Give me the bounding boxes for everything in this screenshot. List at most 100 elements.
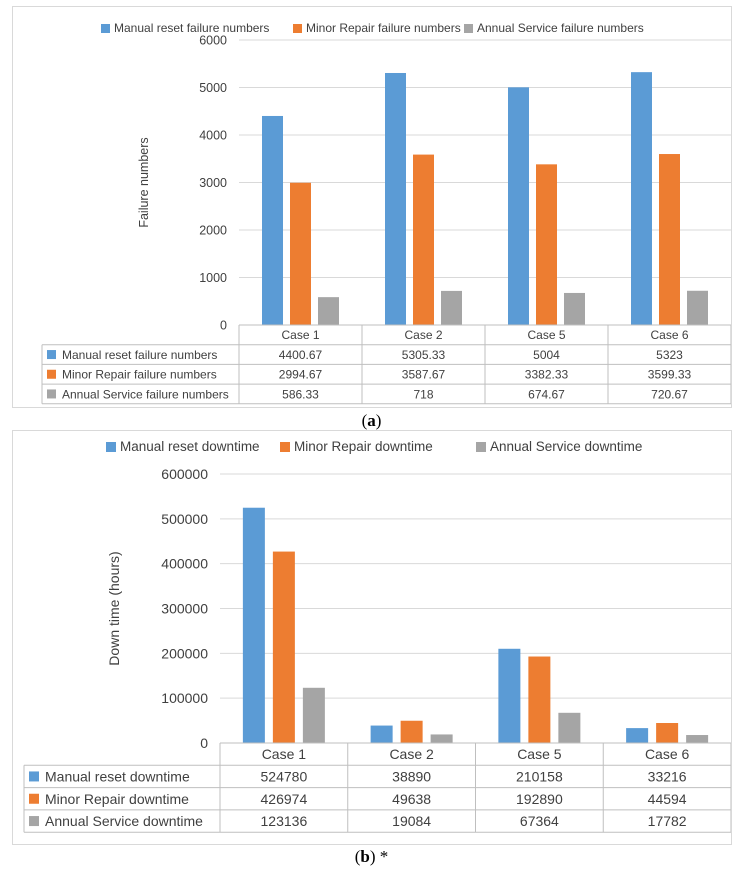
chart-1-bar-1-2 — [528, 656, 551, 743]
chart-0-ytick-5: 5000 — [199, 81, 227, 95]
chart-0-data-label-0-2: 5004 — [533, 348, 560, 362]
chart-0-bar-0-0 — [262, 115, 283, 326]
chart-b-svg: Manual reset downtime Minor Repair downti… — [23, 439, 731, 833]
chart-0-bar-1-1 — [413, 154, 434, 325]
chart-1-bar-0-0 — [242, 507, 265, 743]
chart-0-bar-2-2 — [564, 292, 585, 325]
chart-1-category-label-3: Case 6 — [645, 746, 690, 762]
chart-0-ytick-2: 2000 — [199, 224, 227, 238]
chart-1-legend-label-2: Annual Service downtime — [490, 439, 642, 454]
chart-1-ytick-1: 100000 — [161, 690, 208, 706]
chart-1-legend-swatch-1 — [280, 442, 290, 452]
chart-0-ytick-1: 1000 — [199, 271, 227, 285]
chart-1-ytick-3: 300000 — [161, 601, 208, 617]
chart-0-category-label-3: Case 6 — [650, 328, 688, 342]
chart-1-bar-1-1 — [400, 720, 423, 743]
chart-1-bar-2-3 — [686, 735, 709, 743]
chart-0-category-label-2: Case 5 — [527, 328, 565, 342]
chart-1-bar-2-0 — [302, 687, 325, 743]
chart-0-category-label-0: Case 1 — [281, 328, 319, 342]
chart-0-ytick-4: 4000 — [199, 129, 227, 143]
chart-1-ytick-5: 500000 — [161, 511, 208, 527]
chart-1-table-series-label-2: Annual Service downtime — [45, 813, 203, 829]
chart-1-ylabel: Down time (hours) — [106, 551, 122, 665]
chart-1-data-label-2-3: 17782 — [648, 813, 687, 829]
chart-1-data-label-2-1: 19084 — [392, 813, 431, 829]
chart-1-bar-0-3 — [626, 728, 649, 743]
chart-1-data-label-2-2: 67364 — [520, 813, 559, 829]
chart-1-bar-0-2 — [498, 648, 521, 743]
chart-panel-a: Manual reset failure numbers Minor Repair… — [12, 6, 732, 408]
chart-0-data-label-2-3: 720.67 — [651, 387, 688, 401]
caption-b-close: ) — [369, 847, 376, 866]
chart-0-bar-1-0 — [290, 182, 311, 325]
caption-a-open: ( — [361, 411, 368, 430]
chart-1-ytick-2: 200000 — [161, 645, 208, 661]
chart-1-category-label-1: Case 2 — [389, 746, 434, 762]
chart-1-category-label-0: Case 1 — [262, 746, 307, 762]
chart-1-data-label-0-0: 524780 — [261, 768, 308, 784]
chart-1-bar-1-3 — [656, 723, 679, 743]
chart-0-legend-label-1: Minor Repair failure numbers — [306, 21, 461, 35]
chart-1-data-label-1-0: 426974 — [261, 791, 308, 807]
chart-1-bar-0-1 — [370, 725, 393, 743]
chart-0-bar-2-0 — [318, 297, 339, 325]
chart-0-bar-1-3 — [659, 154, 680, 325]
chart-panel-b: Manual reset downtime Minor Repair downti… — [12, 430, 732, 845]
chart-0-legend-label-2: Annual Service failure numbers — [477, 21, 644, 35]
chart-0-ytick-3: 3000 — [199, 176, 227, 190]
chart-1-data-label-2-0: 123136 — [261, 813, 308, 829]
chart-0-bar-1-2 — [536, 164, 557, 325]
chart-0-bar-0-2 — [508, 87, 529, 325]
chart-0-data-label-2-1: 718 — [413, 387, 433, 401]
chart-0-data-label-2-2: 674.67 — [528, 387, 565, 401]
chart-0-legend-label-0: Manual reset failure numbers — [114, 21, 269, 35]
chart-1-legend-swatch-2 — [476, 442, 486, 452]
chart-0-table-swatch-0 — [47, 350, 56, 360]
chart-0-ylabel: Failure numbers — [137, 137, 151, 227]
chart-a-svg: Manual reset failure numbers Minor Repair… — [41, 21, 731, 405]
chart-1-data-label-0-2: 210158 — [516, 768, 563, 784]
chart-1-bar-2-2 — [558, 712, 581, 743]
chart-1-ytick-0: 0 — [200, 735, 208, 751]
chart-1-table-series-label-1: Minor Repair downtime — [45, 791, 189, 807]
chart-1-legend-swatch-0 — [106, 442, 116, 452]
chart-0-data-label-2-0: 586.33 — [282, 387, 319, 401]
chart-0-legend-swatch-1 — [293, 24, 302, 33]
chart-0-table-swatch-2 — [47, 389, 56, 399]
caption-b-letter: b — [360, 847, 370, 866]
chart-1-data-label-1-3: 44594 — [648, 791, 687, 807]
chart-0-bar-0-3 — [631, 72, 652, 325]
chart-0-data-label-0-0: 4400.67 — [279, 348, 323, 362]
caption-b-open: ( — [354, 847, 361, 866]
chart-0-bar-0-1 — [385, 72, 406, 325]
caption-a: (a) — [0, 411, 743, 431]
chart-1-bar-1-0 — [272, 551, 295, 743]
chart-0-data-label-1-2: 3382.33 — [525, 368, 569, 382]
chart-1-table-series-label-0: Manual reset downtime — [45, 768, 190, 784]
caption-b-suffix: * — [375, 847, 389, 866]
chart-0-table-series-label-2: Annual Service failure numbers — [62, 387, 229, 401]
chart-0-legend-swatch-2 — [464, 24, 473, 33]
chart-1-table-swatch-0 — [29, 771, 39, 782]
chart-0-legend-swatch-0 — [101, 24, 110, 33]
caption-a-letter: a — [367, 411, 376, 430]
chart-1-table-swatch-1 — [29, 793, 39, 804]
chart-0-data-label-1-3: 3599.33 — [648, 368, 692, 382]
chart-0-ytick-6: 6000 — [199, 34, 227, 48]
chart-1-ytick-4: 400000 — [161, 556, 208, 572]
chart-0-table-series-label-0: Manual reset failure numbers — [62, 348, 217, 362]
chart-0-data-label-0-1: 5305.33 — [402, 348, 446, 362]
chart-0-table-swatch-1 — [47, 369, 56, 379]
chart-0-category-label-1: Case 2 — [404, 328, 442, 342]
chart-1-table-swatch-2 — [29, 816, 39, 827]
chart-0-data-label-1-1: 3587.67 — [402, 368, 446, 382]
chart-1-data-label-1-2: 192890 — [516, 791, 563, 807]
chart-0-bar-2-1 — [441, 290, 462, 325]
chart-1-legend-label-0: Manual reset downtime — [120, 439, 260, 454]
chart-1-data-label-0-1: 38890 — [392, 768, 431, 784]
chart-0-data-label-1-0: 2994.67 — [279, 368, 323, 382]
chart-1-data-label-0-3: 33216 — [648, 768, 687, 784]
caption-a-close: ) — [375, 411, 382, 430]
chart-0-ytick-0: 0 — [220, 319, 227, 333]
